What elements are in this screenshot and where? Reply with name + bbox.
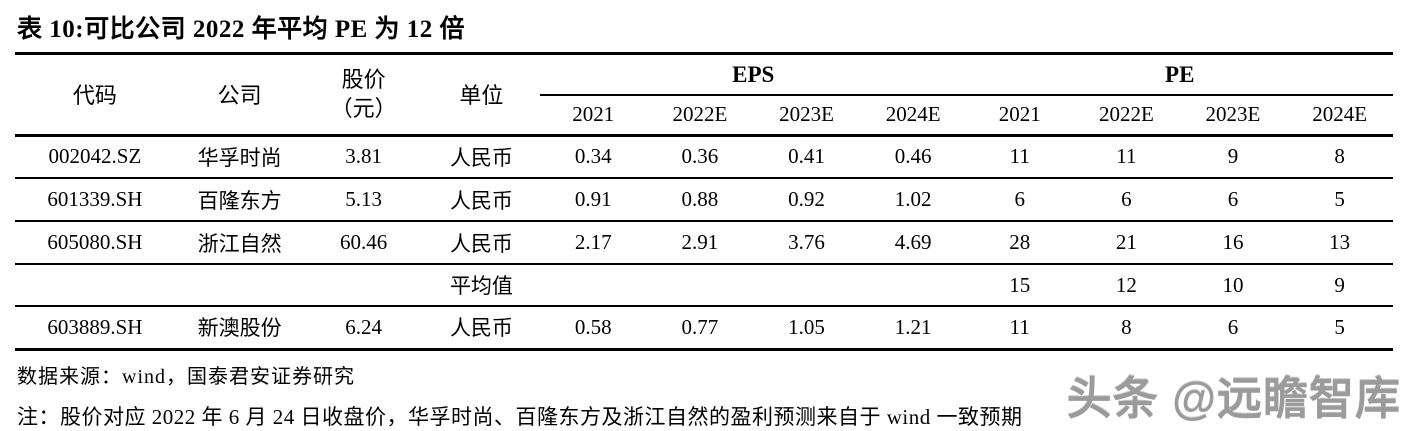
col-header-eps-2021: 2021: [540, 95, 647, 137]
cell-price: 3.81: [304, 135, 423, 179]
col-header-company: 公司: [174, 55, 305, 137]
cell-avg-pe-2022e: 12: [1073, 264, 1180, 307]
cell-pe-2022e: 6: [1073, 178, 1180, 222]
table-row-zhejiang: 605080.SH 浙江自然 60.46 人民币 2.17 2.91 3.76 …: [15, 221, 1393, 265]
cell-company: 华孚时尚: [174, 135, 305, 179]
cell-price: 60.46: [304, 221, 423, 265]
cell-pe-2024e: 5: [1286, 306, 1393, 351]
cell-eps-2022e: 0.88: [646, 178, 754, 222]
col-header-eps-2022e: 2022E: [646, 95, 754, 137]
col-header-pe-2024e: 2024E: [1286, 95, 1393, 137]
table-row-average: 平均值 15 12 10 9: [15, 264, 1393, 307]
cell-pe-2023e: 6: [1179, 306, 1287, 351]
cell-unit: 人民币: [422, 135, 540, 179]
cell-eps-empty: [859, 264, 967, 307]
cell-pe-2021: 6: [966, 178, 1074, 222]
cell-pe-2023e: 6: [1179, 178, 1287, 222]
col-header-pe-2022e: 2022E: [1073, 95, 1180, 137]
cell-eps-2023e: 3.76: [753, 221, 860, 265]
cell-company: 百隆东方: [174, 178, 305, 222]
cell-eps-2023e: 0.41: [753, 135, 860, 179]
cell-pe-2022e: 11: [1073, 135, 1180, 179]
col-header-price: 股价 （元）: [304, 55, 423, 137]
cell-code-empty: [15, 264, 175, 307]
cell-code: 601339.SH: [15, 178, 175, 222]
cell-pe-2023e: 16: [1179, 221, 1287, 265]
col-header-eps-2023e: 2023E: [753, 95, 860, 137]
footnote: 注：股价对应 2022 年 6 月 24 日收盘价，华孚时尚、百隆东方及浙江自然…: [17, 404, 1023, 429]
cell-eps-empty: [753, 264, 860, 307]
group-header-pe: PE: [966, 55, 1393, 96]
cell-eps-2022e: 2.91: [646, 221, 754, 265]
cell-pe-2023e: 9: [1179, 135, 1287, 179]
cell-eps-empty: [646, 264, 754, 307]
cell-eps-empty: [540, 264, 647, 307]
cell-code: 605080.SH: [15, 221, 175, 265]
col-header-unit: 单位: [422, 55, 540, 137]
cell-pe-2021: 11: [966, 135, 1074, 179]
cell-eps-2024e: 1.21: [859, 306, 967, 351]
data-source-note: 数据来源：wind，国泰君安证券研究: [17, 365, 355, 388]
col-header-pe-2023e: 2023E: [1179, 95, 1287, 137]
table-row-bailong: 601339.SH 百隆东方 5.13 人民币 0.91 0.88 0.92 1…: [15, 178, 1393, 222]
cell-pe-2024e: 5: [1286, 178, 1393, 222]
cell-company: 新澳股份: [174, 306, 305, 351]
cell-avg-pe-2023e: 10: [1179, 264, 1287, 307]
cell-pe-2022e: 21: [1073, 221, 1180, 265]
cell-code: 002042.SZ: [15, 135, 175, 179]
col-header-price-line2: （元）: [330, 96, 397, 122]
cell-unit: 人民币: [422, 306, 540, 351]
cell-company: 浙江自然: [174, 221, 305, 265]
cell-eps-2021: 0.58: [540, 306, 647, 351]
cell-price-empty: [304, 264, 423, 307]
cell-pe-2021: 11: [966, 306, 1074, 351]
cell-pe-2021: 28: [966, 221, 1074, 265]
cell-eps-2024e: 0.46: [859, 135, 967, 179]
cell-price: 6.24: [304, 306, 423, 351]
cell-avg-pe-2024e: 9: [1286, 264, 1393, 307]
col-header-price-line1: 股价: [341, 66, 386, 92]
cell-eps-2022e: 0.36: [646, 135, 754, 179]
header-group-row: 代码 公司 股价 （元） 单位 EPS PE: [15, 55, 1393, 137]
group-header-eps: EPS: [540, 55, 967, 96]
cell-pe-2022e: 8: [1073, 306, 1180, 351]
cell-pe-2024e: 8: [1286, 135, 1393, 179]
cell-price: 5.13: [304, 178, 423, 222]
cell-unit: 人民币: [422, 221, 540, 265]
cell-average-label: 平均值: [422, 264, 540, 307]
cell-avg-pe-2021: 15: [966, 264, 1074, 307]
table-row-huafu: 002042.SZ 华孚时尚 3.81 人民币 0.34 0.36 0.41 0…: [15, 135, 1393, 179]
cell-eps-2021: 0.34: [540, 135, 647, 179]
comparable-companies-table: 代码 公司 股价 （元） 单位 EPS PE 2021 2022E 2023E …: [15, 55, 1393, 351]
cell-eps-2022e: 0.77: [646, 306, 754, 351]
col-header-pe-2021: 2021: [966, 95, 1074, 137]
cell-eps-2021: 0.91: [540, 178, 647, 222]
cell-eps-2023e: 1.05: [753, 306, 860, 351]
table-row-xinao: 603889.SH 新澳股份 6.24 人民币 0.58 0.77 1.05 1…: [15, 306, 1393, 351]
watermark: 头条 @远瞻智库: [1066, 373, 1401, 424]
cell-eps-2021: 2.17: [540, 221, 647, 265]
cell-eps-2023e: 0.92: [753, 178, 860, 222]
cell-code: 603889.SH: [15, 306, 175, 351]
cell-pe-2024e: 13: [1286, 221, 1393, 265]
col-header-code: 代码: [15, 55, 175, 137]
cell-eps-2024e: 1.02: [859, 178, 967, 222]
cell-unit: 人民币: [422, 178, 540, 222]
cell-eps-2024e: 4.69: [859, 221, 967, 265]
col-header-eps-2024e: 2024E: [859, 95, 967, 137]
table-title: 表 10:可比公司 2022 年平均 PE 为 12 倍: [15, 7, 1393, 55]
header-year-row: 2021 2022E 2023E 2024E 2021 2022E 2023E …: [15, 95, 1393, 137]
cell-company-empty: [174, 264, 305, 307]
